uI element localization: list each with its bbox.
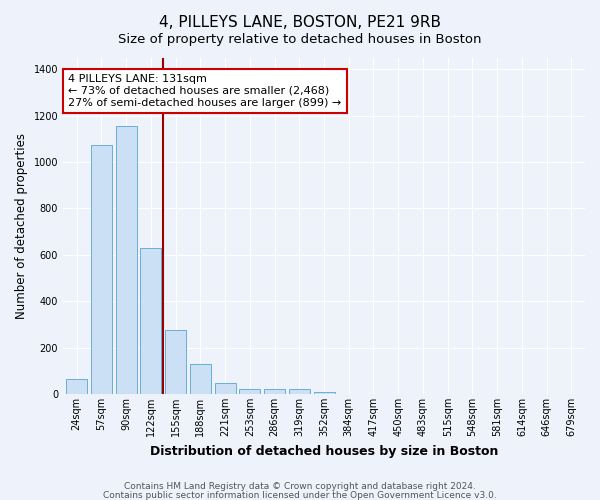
Text: 4, PILLEYS LANE, BOSTON, PE21 9RB: 4, PILLEYS LANE, BOSTON, PE21 9RB [159, 15, 441, 30]
Text: 4 PILLEYS LANE: 131sqm
← 73% of detached houses are smaller (2,468)
27% of semi-: 4 PILLEYS LANE: 131sqm ← 73% of detached… [68, 74, 341, 108]
Y-axis label: Number of detached properties: Number of detached properties [15, 133, 28, 319]
Bar [91, 144, 112, 394]
Bar [215, 383, 236, 394]
Text: Contains HM Land Registry data © Crown copyright and database right 2024.: Contains HM Land Registry data © Crown c… [124, 482, 476, 491]
Bar [264, 390, 285, 394]
Bar [140, 248, 161, 394]
Bar [314, 392, 335, 394]
Bar [165, 330, 186, 394]
Text: Size of property relative to detached houses in Boston: Size of property relative to detached ho… [118, 32, 482, 46]
Text: Contains public sector information licensed under the Open Government Licence v3: Contains public sector information licen… [103, 490, 497, 500]
Bar [239, 389, 260, 394]
Bar [116, 126, 137, 394]
Bar [66, 379, 87, 394]
X-axis label: Distribution of detached houses by size in Boston: Distribution of detached houses by size … [150, 444, 498, 458]
Bar [289, 389, 310, 394]
Bar [190, 364, 211, 394]
